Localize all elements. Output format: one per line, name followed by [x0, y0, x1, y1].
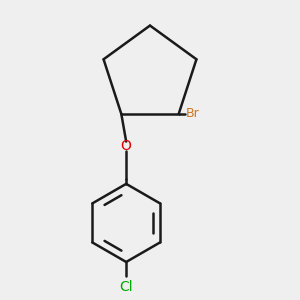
- Text: O: O: [121, 140, 132, 153]
- Text: Cl: Cl: [119, 280, 133, 294]
- Text: Br: Br: [186, 107, 200, 120]
